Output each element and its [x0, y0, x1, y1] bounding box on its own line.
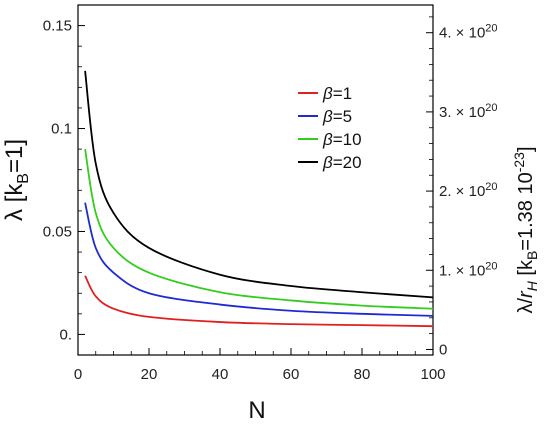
right-y-tick-label: 2. × 1020	[439, 181, 498, 200]
legend-label: β=5	[322, 107, 352, 126]
left-y-axis-title: λ [kB=1]	[1, 139, 32, 221]
series-line-4	[84, 70, 434, 299]
right-y-tick-label: 4. × 1020	[439, 23, 498, 42]
legend: β=1 β=5 β=10 β=20	[298, 84, 362, 172]
x-tick-label: 40	[212, 366, 229, 383]
series-layer	[84, 70, 434, 328]
right-y-tick-label: 1. × 1020	[439, 260, 498, 279]
left-y-tick-label: 0.1	[51, 121, 72, 138]
x-tick-label: 0	[74, 366, 82, 383]
right-y-tick-label: 3. × 1020	[439, 102, 498, 121]
left-y-tick-label: 0.05	[43, 223, 72, 240]
legend-label: β=1	[322, 84, 352, 103]
right-y-axis-title: λ/rH [kB=1.38 10-23]	[511, 146, 540, 313]
legend-label: β=20	[322, 153, 362, 172]
ticks-layer: 0 20 40 60 80 100 0. 0.05 0.1 0.15 0 1. × 1020 2. × …	[43, 16, 498, 383]
x-tick-label: 100	[420, 366, 445, 383]
series-line-2	[84, 202, 434, 317]
series-line-1	[84, 275, 434, 328]
left-y-tick-label: 0.	[59, 326, 72, 343]
legend-label: β=10	[322, 130, 362, 149]
x-tick-label: 60	[283, 366, 300, 383]
x-axis-title: N	[248, 397, 265, 423]
x-tick-label: 80	[354, 366, 371, 383]
plot-frame	[77, 4, 434, 356]
right-y-tick-label: 0	[439, 341, 447, 358]
left-y-tick-label: 0.15	[43, 18, 72, 35]
series-line-3	[84, 148, 434, 310]
x-tick-label: 20	[141, 366, 158, 383]
